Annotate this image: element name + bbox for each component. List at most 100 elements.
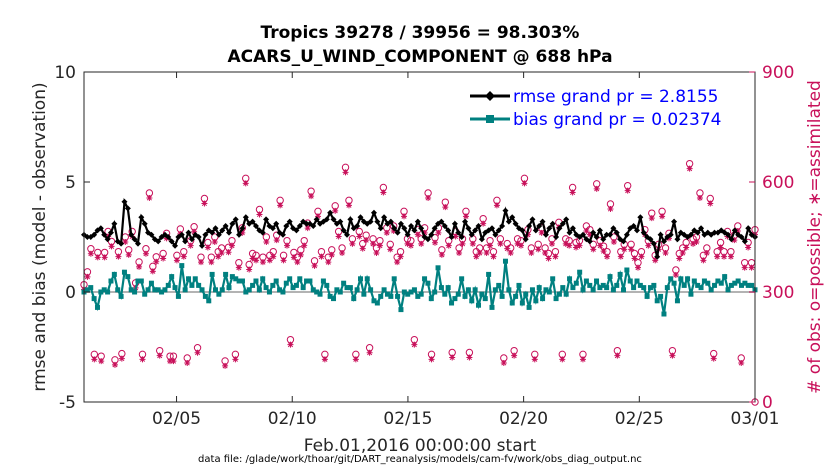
bias-point	[536, 285, 542, 291]
bias-point	[573, 280, 579, 286]
bias-point	[270, 282, 276, 288]
obs-assimilated-marker	[562, 240, 569, 247]
bias-point	[496, 282, 502, 288]
rmse-point	[620, 238, 627, 245]
rmse-point	[455, 229, 462, 236]
bias-point	[320, 278, 326, 284]
rmse-point	[370, 209, 377, 216]
x-tick-label: 02/05	[152, 409, 201, 429]
rmse-point	[441, 223, 448, 229]
obs-assimilated-marker	[366, 349, 373, 356]
bias-point	[739, 282, 745, 288]
rmse-point	[236, 231, 243, 238]
bias-point	[293, 282, 299, 288]
obs-assimilated-marker	[222, 362, 229, 369]
legend: rmse grand pr = 2.8155 bias grand pr = 0…	[470, 87, 722, 130]
obs-assimilated-marker	[359, 245, 366, 252]
obs-assimilated-marker	[118, 355, 125, 362]
obs-assimilated-marker	[308, 193, 315, 200]
bias-point	[614, 282, 620, 288]
rmse-point	[128, 231, 135, 238]
obs-assimilated-marker	[211, 239, 218, 245]
obs-assimilated-marker	[573, 244, 580, 251]
rmse-point	[475, 223, 482, 229]
rmse-point	[107, 229, 114, 236]
bias-point	[162, 287, 168, 293]
obs-assimilated-marker	[703, 250, 710, 256]
rmse-point	[141, 220, 148, 227]
obs-assimilated-marker	[548, 240, 555, 247]
rmse-point	[225, 229, 232, 236]
bias-point	[691, 278, 697, 284]
obs-assimilated-marker	[511, 352, 518, 359]
rmse-point	[381, 214, 388, 221]
rmse-point	[121, 198, 128, 205]
bias-point	[674, 298, 680, 304]
rmse-point	[536, 223, 543, 229]
rmse-point	[414, 218, 421, 225]
rmse-point	[418, 225, 425, 232]
obs-assimilated-marker	[194, 349, 201, 356]
rmse-point	[630, 223, 637, 229]
rmse-point	[296, 223, 303, 229]
bias-point	[300, 285, 306, 291]
bias-point	[627, 278, 633, 284]
bias-point	[445, 285, 451, 291]
bias-point	[654, 298, 660, 304]
bias-point	[442, 291, 448, 297]
rmse-point	[640, 229, 647, 236]
obs-assimilated-marker	[679, 250, 686, 256]
obs-assimilated-marker	[576, 242, 583, 249]
rmse-point	[252, 223, 259, 229]
rmse-point	[374, 218, 381, 225]
obs-assimilated-marker	[273, 237, 280, 244]
rmse-point	[492, 231, 499, 238]
rmse-point	[448, 234, 455, 240]
x-tick-label: 02/20	[499, 409, 548, 429]
rmse-point	[532, 227, 539, 234]
obs-assimilated-marker	[493, 202, 500, 209]
rmse-point	[168, 238, 175, 245]
obs-assimilated-marker	[401, 213, 408, 220]
rmse-point	[563, 216, 570, 223]
chart-title-line1: Tropics 39278 / 39956 = 98.303%	[261, 23, 580, 43]
obs-assimilated-marker	[328, 251, 335, 258]
bias-point	[624, 267, 630, 273]
obs-assimilated-marker	[314, 213, 321, 220]
obs-assimilated-marker	[180, 253, 187, 260]
rmse-point	[553, 234, 560, 240]
bias-point	[492, 287, 498, 293]
bias-point	[374, 300, 380, 306]
rmse-point	[229, 220, 236, 227]
obs-assimilated-marker	[111, 361, 118, 368]
bias-point	[384, 291, 390, 297]
bias-point	[118, 293, 124, 299]
rmse-point	[323, 216, 330, 223]
obs-assimilated-marker	[614, 352, 621, 359]
bias-point	[617, 271, 623, 277]
bias-point	[560, 285, 566, 291]
obs-assimilated-marker	[87, 250, 94, 257]
bias-point	[415, 293, 421, 299]
rmse-point	[101, 231, 108, 238]
x-tick-label: 03/01	[731, 409, 780, 429]
obs-assimilated-marker	[218, 250, 225, 256]
rmse-point	[303, 220, 310, 227]
rmse-point	[131, 236, 138, 243]
obs-assimilated-marker	[136, 263, 143, 270]
bias-point	[476, 302, 482, 308]
obs-assimilated-marker	[507, 250, 514, 256]
obs-assimilated-marker	[225, 249, 232, 256]
bias-point	[371, 298, 377, 304]
rmse-point	[569, 225, 576, 232]
bias-point	[502, 258, 508, 264]
obs-assimilated-marker	[710, 355, 717, 362]
bias-point	[236, 278, 242, 284]
obs-assimilated-marker	[610, 239, 617, 245]
obs-assimilated-marker	[500, 360, 507, 366]
rmse-point	[468, 231, 475, 238]
rmse-point	[458, 234, 465, 240]
rmse-point	[357, 214, 364, 221]
bias-point	[607, 274, 613, 280]
bias-point	[661, 311, 667, 317]
